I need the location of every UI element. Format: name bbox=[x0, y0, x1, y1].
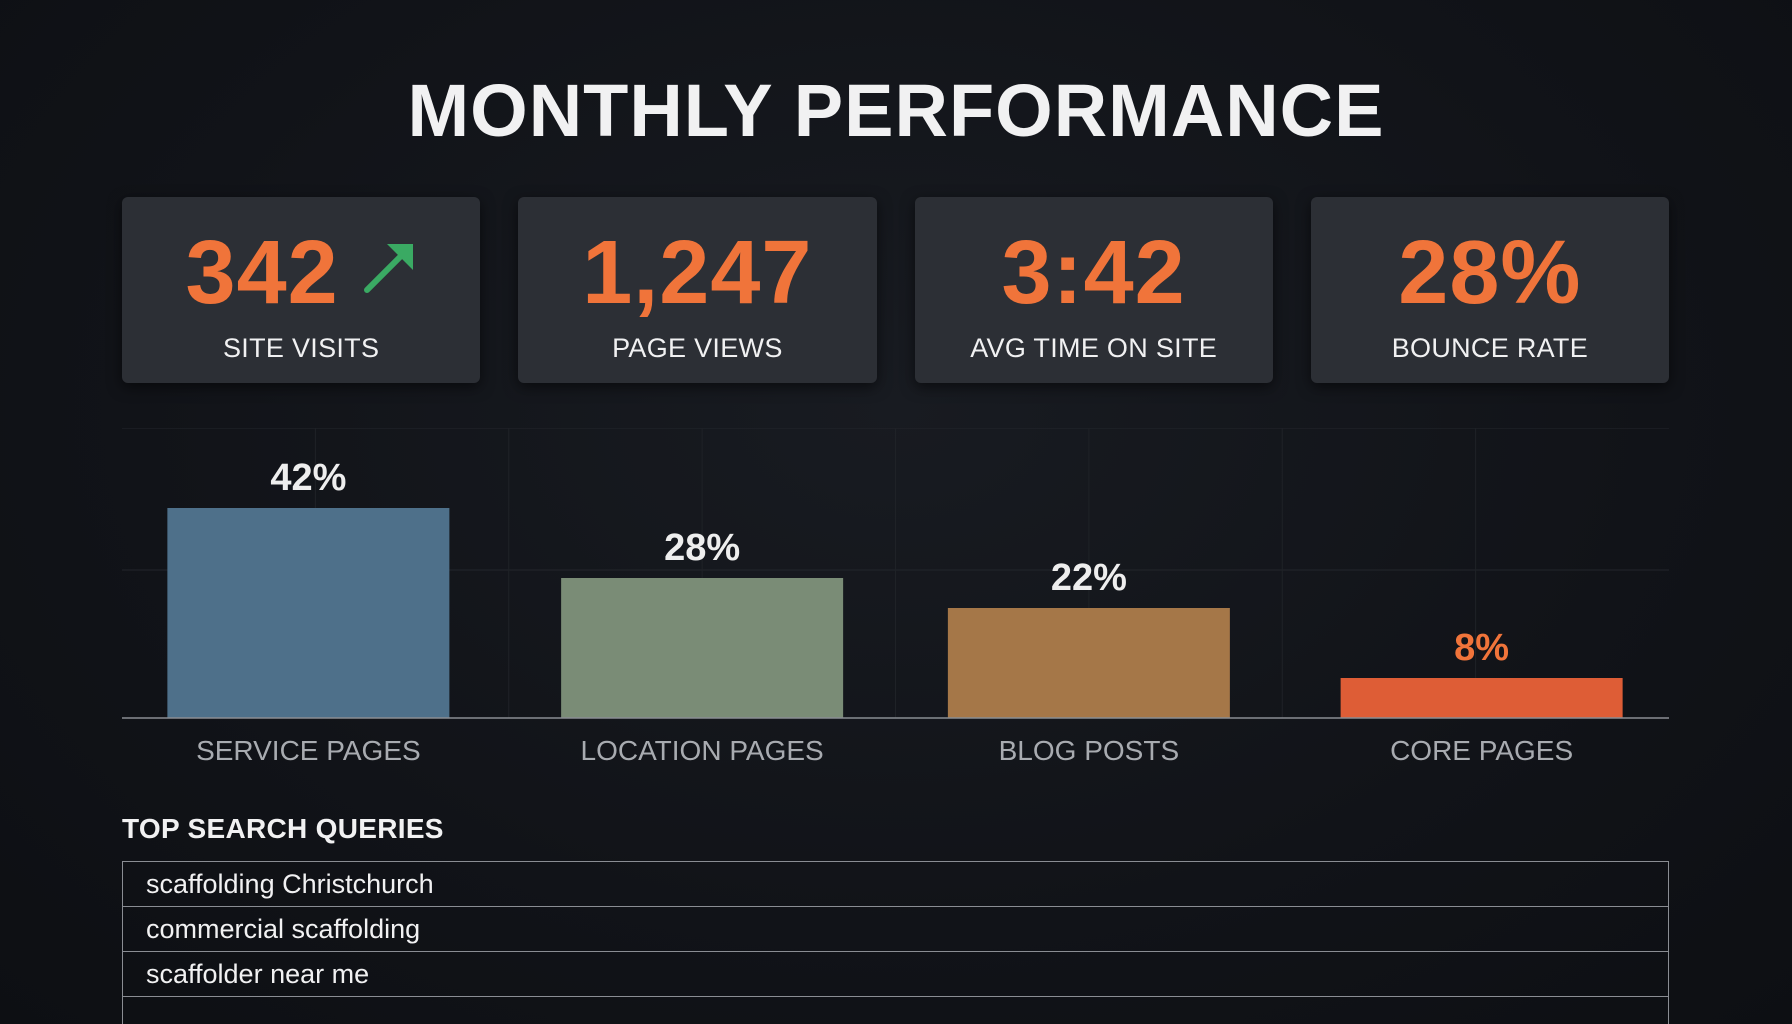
x-tick-label: SERVICE PAGES bbox=[196, 735, 421, 766]
x-tick-label: BLOG POSTS bbox=[999, 735, 1180, 766]
kpi-value: 342 bbox=[185, 223, 339, 323]
kpi-card-bounce-rate: 28% BOUNCE RATE bbox=[1310, 197, 1669, 383]
table-row: commercial scaffolding bbox=[122, 906, 1669, 952]
bar-chart: 42% SERVICE PAGES 28% LOCATION PAGES 22% BLOG… bbox=[122, 428, 1669, 768]
bar-location-pages bbox=[561, 578, 844, 718]
query-cell bbox=[122, 996, 1669, 1024]
bar-value-label: 22% bbox=[1051, 557, 1127, 599]
bar-value-label: 42% bbox=[270, 457, 346, 499]
kpi-card-page-views: 1,247 PAGE VIEWS bbox=[518, 197, 877, 383]
kpi-label: SITE VISITS bbox=[222, 333, 380, 363]
bar-core-pages bbox=[1340, 678, 1623, 718]
bar-value-label: 28% bbox=[664, 527, 740, 569]
bar-service-pages bbox=[167, 508, 450, 718]
bar-blog-posts bbox=[947, 608, 1230, 718]
x-tick-label: LOCATION PAGES bbox=[581, 735, 824, 766]
kpi-label: BOUNCE RATE bbox=[1391, 333, 1589, 363]
page-title: MONTHLY PERFORMANCE bbox=[407, 69, 1385, 152]
trend-up-arrow-icon bbox=[361, 240, 417, 296]
queries-table: scaffolding Christchurch commercial scaf… bbox=[122, 861, 1669, 1024]
kpi-row: 342 SITE VISITS 1,247 PAGE VIEWS 3:42 AV… bbox=[122, 197, 1669, 383]
kpi-card-site-visits: 342 SITE VISITS bbox=[122, 197, 481, 383]
kpi-value: 3:42 bbox=[1001, 223, 1186, 323]
kpi-label: PAGE VIEWS bbox=[612, 333, 783, 363]
bar-value-label: 8% bbox=[1454, 627, 1509, 669]
bar-chart-svg: 42% SERVICE PAGES 28% LOCATION PAGES 22% BLOG… bbox=[122, 428, 1669, 766]
kpi-value: 28% bbox=[1398, 223, 1582, 323]
query-cell: commercial scaffolding bbox=[122, 906, 1669, 952]
kpi-value: 1,247 bbox=[582, 223, 813, 323]
table-row: scaffolding Christchurch bbox=[122, 861, 1669, 907]
kpi-card-avg-time: 3:42 AVG TIME ON SITE bbox=[914, 197, 1273, 383]
query-cell: scaffolding Christchurch bbox=[122, 861, 1669, 907]
table-row bbox=[122, 996, 1669, 1024]
query-cell: scaffolder near me bbox=[122, 951, 1669, 997]
table-row: scaffolder near me bbox=[122, 951, 1669, 997]
kpi-label: AVG TIME ON SITE bbox=[970, 333, 1218, 363]
top-search-queries-title: TOP SEARCH QUERIES bbox=[122, 813, 444, 844]
x-tick-label: CORE PAGES bbox=[1390, 735, 1573, 766]
